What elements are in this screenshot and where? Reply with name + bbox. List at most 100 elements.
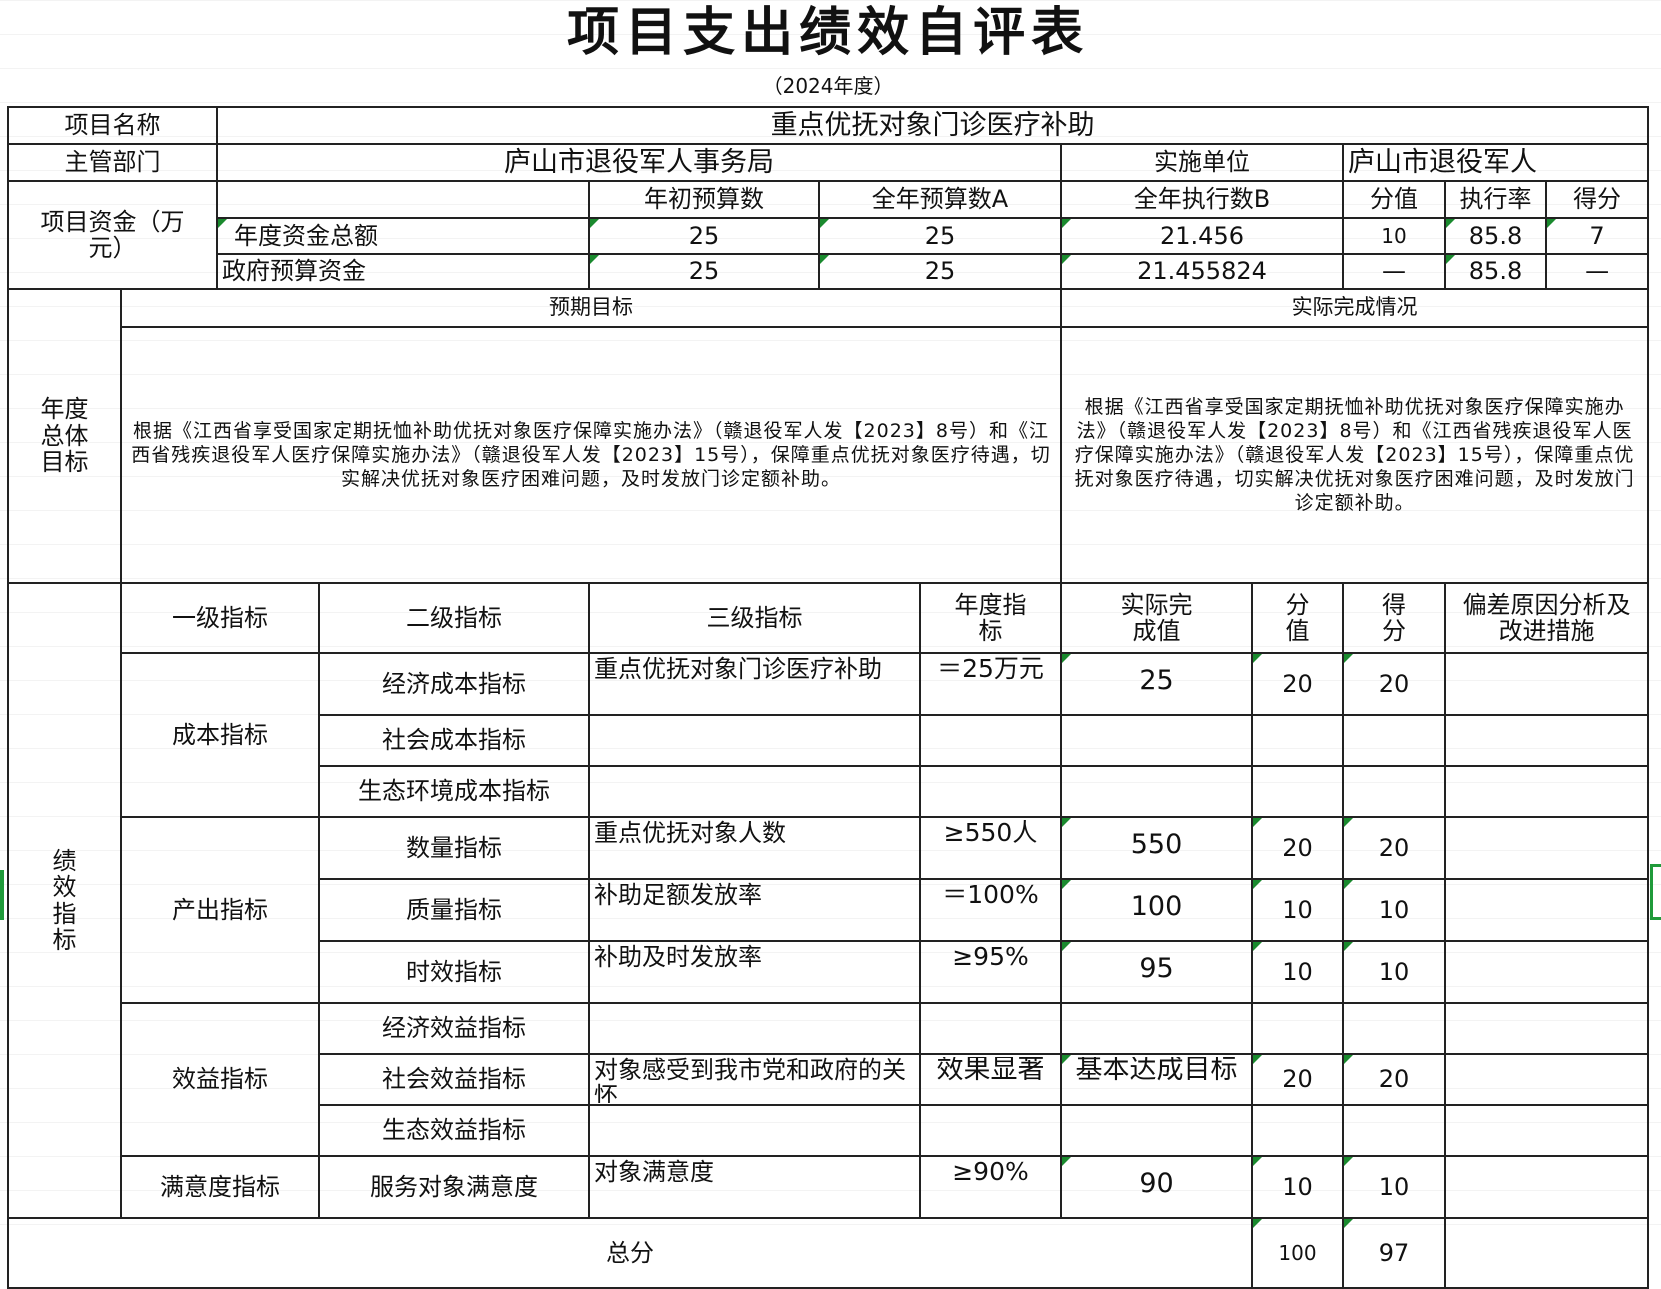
kpi-value[interactable]: 20	[1251, 1053, 1344, 1106]
kpi-score[interactable]	[1342, 1002, 1446, 1055]
kpi-value[interactable]: 10	[1251, 940, 1344, 1004]
kpi-value[interactable]	[1251, 1002, 1344, 1055]
kpi-level3[interactable]	[588, 714, 921, 767]
kpi-level2[interactable]: 质量指标	[318, 878, 590, 942]
kpi-level3[interactable]: 重点优抚对象门诊医疗补助	[588, 652, 921, 716]
kpi-deviation-note[interactable]	[1443, 652, 1650, 716]
kpi-target[interactable]: ≥90%	[919, 1155, 1062, 1219]
kpi-value[interactable]	[1251, 765, 1344, 818]
kpi-level3[interactable]: 对象感受到我市党和政府的关怀	[588, 1053, 921, 1106]
kpi-actual[interactable]	[1060, 765, 1253, 818]
funds-score-value[interactable]: —	[1342, 253, 1446, 290]
kpi-level3[interactable]: 对象满意度	[588, 1155, 921, 1219]
kpi-header[interactable]: 实际完成值	[1060, 582, 1253, 654]
dept-label[interactable]: 主管部门	[7, 143, 218, 182]
kpi-level1[interactable]: 成本指标	[120, 652, 320, 818]
kpi-header[interactable]: 一级指标	[120, 582, 320, 654]
kpi-level2[interactable]: 生态环境成本指标	[318, 765, 590, 818]
kpi-actual[interactable]: 95	[1060, 940, 1253, 1004]
kpi-deviation-note[interactable]	[1443, 1104, 1650, 1157]
kpi-level1[interactable]: 产出指标	[120, 816, 320, 1004]
total-value[interactable]: 100	[1251, 1217, 1344, 1289]
kpi-level2[interactable]: 时效指标	[318, 940, 590, 1004]
funds-initial[interactable]: 25	[588, 217, 820, 255]
funds-executed[interactable]: 21.456	[1060, 217, 1344, 255]
kpi-deviation-note[interactable]	[1443, 940, 1650, 1004]
funds-score[interactable]: 7	[1544, 217, 1650, 255]
kpi-value[interactable]: 10	[1251, 878, 1344, 942]
kpi-deviation-note[interactable]	[1443, 1053, 1650, 1106]
actual-result-text[interactable]: 根据《江西省享受国家定期抚恤补助优抚对象医疗保障实施办法》（赣退役军人发【202…	[1059, 326, 1650, 584]
kpi-deviation-note[interactable]	[1443, 878, 1650, 942]
kpi-actual[interactable]: 基本达成目标	[1060, 1053, 1253, 1106]
kpi-level1[interactable]: 满意度指标	[120, 1155, 320, 1219]
funds-rate[interactable]: 85.8	[1444, 217, 1547, 255]
project-name[interactable]: 重点优抚对象门诊医疗补助	[215, 106, 1650, 145]
goals-label[interactable]: 年度总体目标	[7, 288, 122, 584]
expected-goal-header[interactable]: 预期目标	[120, 288, 1062, 328]
kpi-header[interactable]: 偏差原因分析及改进措施	[1443, 582, 1650, 654]
kpi-actual[interactable]	[1060, 1002, 1253, 1055]
kpi-header[interactable]: 得分	[1342, 582, 1446, 654]
kpi-value[interactable]	[1251, 714, 1344, 767]
kpi-score[interactable]	[1342, 1104, 1446, 1157]
funds-header[interactable]: 年初预算数	[588, 180, 820, 219]
kpi-value[interactable]: 10	[1251, 1155, 1344, 1219]
funds-executed[interactable]: 21.455824	[1060, 253, 1344, 290]
funds-row-name[interactable]: 年度资金总额	[216, 217, 590, 255]
kpi-deviation-note[interactable]	[1443, 714, 1650, 767]
kpi-level3[interactable]: 补助及时发放率	[588, 940, 921, 1004]
kpi-level2[interactable]: 经济成本指标	[318, 652, 590, 716]
funds-blank[interactable]	[216, 180, 590, 219]
funds-header[interactable]: 执行率	[1444, 180, 1547, 219]
kpi-actual[interactable]: 100	[1060, 878, 1253, 942]
kpi-header[interactable]: 二级指标	[318, 582, 590, 654]
funds-label[interactable]: 项目资金（万元）	[7, 180, 218, 290]
kpi-level3[interactable]	[588, 1002, 921, 1055]
total-note[interactable]	[1443, 1217, 1650, 1289]
kpi-deviation-note[interactable]	[1443, 1002, 1650, 1055]
funds-header[interactable]: 全年执行数B	[1060, 180, 1344, 219]
kpi-score[interactable]: 20	[1342, 1053, 1446, 1106]
kpi-score[interactable]	[1342, 714, 1446, 767]
expected-goal-text[interactable]: 根据《江西省享受国家定期抚恤补助优抚对象医疗保障实施办法》（赣退役军人发【202…	[120, 326, 1062, 584]
kpi-level2[interactable]: 经济效益指标	[318, 1002, 590, 1055]
kpi-level1[interactable]: 效益指标	[120, 1002, 320, 1157]
impl-value[interactable]: 庐山市退役军人	[1341, 143, 1650, 182]
kpi-actual[interactable]	[1060, 714, 1253, 767]
kpi-target[interactable]: ≥95%	[919, 940, 1062, 1004]
impl-label[interactable]: 实施单位	[1060, 143, 1344, 182]
kpi-level3[interactable]	[588, 1104, 921, 1157]
kpi-target[interactable]	[919, 1104, 1062, 1157]
kpi-level2[interactable]: 生态效益指标	[318, 1104, 590, 1157]
kpi-score[interactable]: 10	[1342, 940, 1446, 1004]
kpi-actual[interactable]: 90	[1060, 1155, 1253, 1219]
funds-header[interactable]: 得分	[1544, 180, 1650, 219]
funds-annual[interactable]: 25	[818, 217, 1062, 255]
kpi-level3[interactable]: 重点优抚对象人数	[588, 816, 921, 880]
funds-row-name[interactable]: 政府预算资金	[216, 253, 590, 290]
total-score[interactable]: 97	[1342, 1217, 1446, 1289]
project-name-label[interactable]: 项目名称	[7, 106, 218, 145]
funds-score-value[interactable]: 10	[1342, 217, 1446, 255]
kpi-header[interactable]: 三级指标	[588, 582, 921, 654]
kpi-target[interactable]: ＝100%	[919, 878, 1062, 942]
kpi-label[interactable]: 绩效指标	[7, 582, 122, 1219]
kpi-score[interactable]: 10	[1342, 1155, 1446, 1219]
kpi-target[interactable]	[919, 765, 1062, 818]
kpi-actual[interactable]: 550	[1060, 816, 1253, 880]
kpi-target[interactable]	[919, 1002, 1062, 1055]
kpi-level2[interactable]: 服务对象满意度	[318, 1155, 590, 1219]
kpi-deviation-note[interactable]	[1443, 765, 1650, 818]
kpi-score[interactable]: 10	[1342, 878, 1446, 942]
actual-result-header[interactable]: 实际完成情况	[1059, 288, 1650, 328]
kpi-actual[interactable]	[1060, 1104, 1253, 1157]
kpi-level3[interactable]	[588, 765, 921, 818]
funds-header[interactable]: 全年预算数A	[818, 180, 1062, 219]
funds-header[interactable]: 分值	[1342, 180, 1446, 219]
kpi-actual[interactable]: 25	[1060, 652, 1253, 716]
kpi-value[interactable]: 20	[1251, 652, 1344, 716]
kpi-score[interactable]: 20	[1342, 652, 1446, 716]
dept-value[interactable]: 庐山市退役军人事务局	[216, 143, 1062, 182]
funds-initial[interactable]: 25	[588, 253, 820, 290]
